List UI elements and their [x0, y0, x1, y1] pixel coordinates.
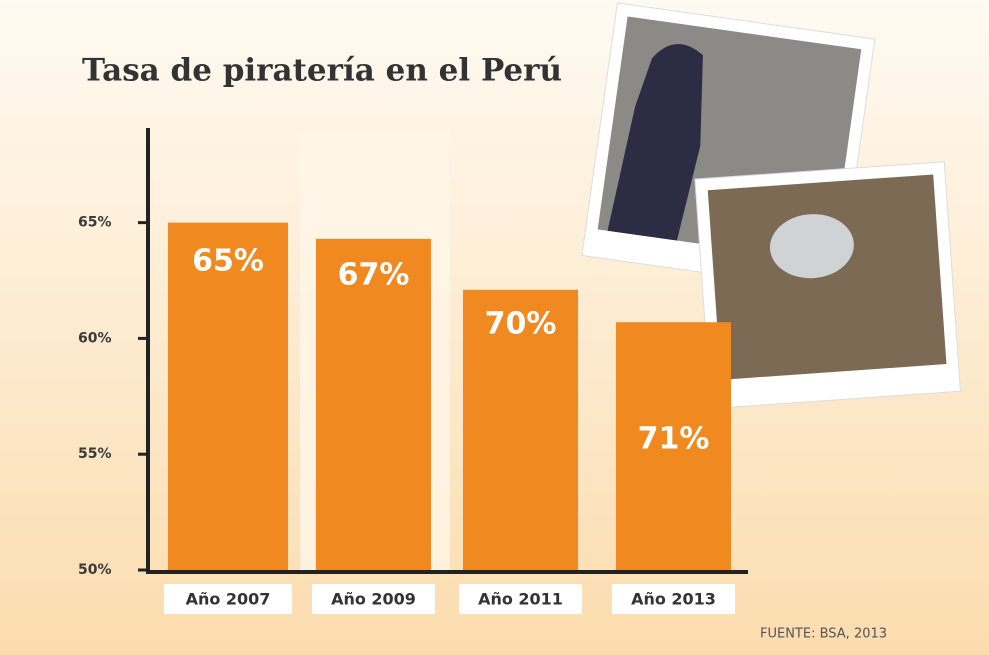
bar-text: 65% — [192, 244, 264, 279]
x-tick-label: Año 2011 — [478, 590, 563, 609]
source: FUENTE: BSA, 2013 — [760, 627, 887, 642]
photo-2 — [694, 161, 961, 410]
photo-image — [707, 174, 947, 380]
category-box — [312, 584, 435, 614]
category-box — [612, 584, 735, 614]
bar-text: 71% — [638, 422, 710, 457]
category-box — [459, 584, 582, 614]
photo-figure — [607, 44, 703, 241]
y-tick-label: 65% — [78, 215, 112, 231]
x-tick-label: Año 2007 — [186, 590, 271, 609]
bar — [463, 289, 578, 570]
bar — [616, 322, 731, 570]
bar — [168, 222, 288, 570]
y-tick-label: 60% — [78, 330, 112, 346]
x-tick-label: Año 2009 — [331, 590, 416, 609]
bar — [316, 238, 431, 570]
category-box — [164, 584, 292, 614]
bar-text: 70% — [485, 307, 557, 342]
bar-text: 67% — [338, 258, 410, 293]
chart-title: Tasa de piratería en el Perú — [82, 53, 562, 89]
y-tick-label: 55% — [78, 446, 112, 462]
x-tick-label: Año 2013 — [631, 590, 716, 609]
photo-1 — [581, 2, 876, 293]
y-tick-label: 50% — [78, 562, 112, 578]
photo-disc — [769, 214, 854, 279]
